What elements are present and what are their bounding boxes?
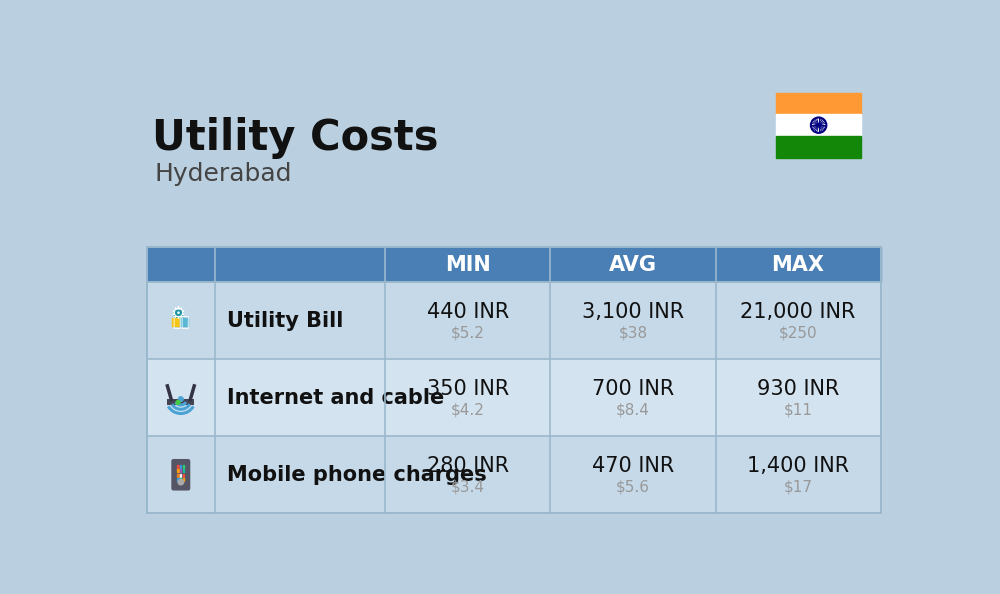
Bar: [177, 474, 179, 477]
Circle shape: [178, 397, 183, 402]
Text: $8.4: $8.4: [616, 403, 650, 418]
Text: Internet and cable: Internet and cable: [227, 388, 444, 407]
Text: 470 INR: 470 INR: [592, 456, 674, 476]
Text: Mobile phone charges: Mobile phone charges: [227, 465, 486, 485]
Bar: [183, 469, 184, 472]
Bar: [177, 465, 179, 468]
Bar: [147, 436, 881, 513]
Text: 1,400 INR: 1,400 INR: [747, 456, 849, 476]
Circle shape: [176, 400, 180, 405]
Bar: [177, 469, 179, 472]
Text: 440 INR: 440 INR: [427, 302, 509, 321]
Bar: [147, 359, 881, 436]
Bar: [180, 469, 181, 472]
Bar: [776, 136, 861, 157]
Text: $250: $250: [779, 326, 817, 340]
Text: MAX: MAX: [772, 255, 825, 274]
Bar: [147, 247, 881, 513]
Text: 280 INR: 280 INR: [427, 456, 509, 476]
Text: $5.2: $5.2: [451, 326, 485, 340]
Text: ⚙: ⚙: [170, 305, 185, 323]
Text: 🔌: 🔌: [172, 315, 180, 329]
Text: $4.2: $4.2: [451, 403, 485, 418]
FancyBboxPatch shape: [172, 460, 190, 490]
Text: 3,100 INR: 3,100 INR: [582, 302, 684, 321]
Bar: [180, 478, 181, 481]
Text: 700 INR: 700 INR: [592, 378, 674, 399]
Bar: [776, 93, 861, 115]
Bar: [147, 282, 881, 359]
Text: Hyderabad: Hyderabad: [154, 162, 292, 186]
Text: MIN: MIN: [445, 255, 491, 274]
Bar: [776, 115, 861, 136]
Bar: [167, 399, 194, 405]
Text: 350 INR: 350 INR: [427, 378, 509, 399]
Bar: [183, 474, 184, 477]
Text: $5.6: $5.6: [616, 479, 650, 495]
Bar: [174, 310, 182, 318]
Bar: [180, 474, 181, 477]
Circle shape: [178, 479, 184, 485]
Text: 21,000 INR: 21,000 INR: [740, 302, 856, 321]
Bar: [147, 247, 881, 282]
Text: $3.4: $3.4: [451, 479, 485, 495]
Text: Utility Bill: Utility Bill: [227, 311, 343, 331]
Bar: [172, 318, 180, 326]
Text: $11: $11: [784, 403, 813, 418]
Text: AVG: AVG: [609, 255, 657, 274]
Bar: [177, 478, 179, 481]
Text: 💧: 💧: [180, 315, 188, 329]
Bar: [183, 465, 184, 468]
Circle shape: [817, 124, 820, 127]
Bar: [180, 465, 181, 468]
Bar: [183, 478, 184, 481]
Bar: [180, 318, 188, 326]
Text: Utility Costs: Utility Costs: [152, 118, 439, 159]
Text: 930 INR: 930 INR: [757, 378, 839, 399]
Text: $38: $38: [618, 326, 648, 340]
Text: $17: $17: [784, 479, 813, 495]
